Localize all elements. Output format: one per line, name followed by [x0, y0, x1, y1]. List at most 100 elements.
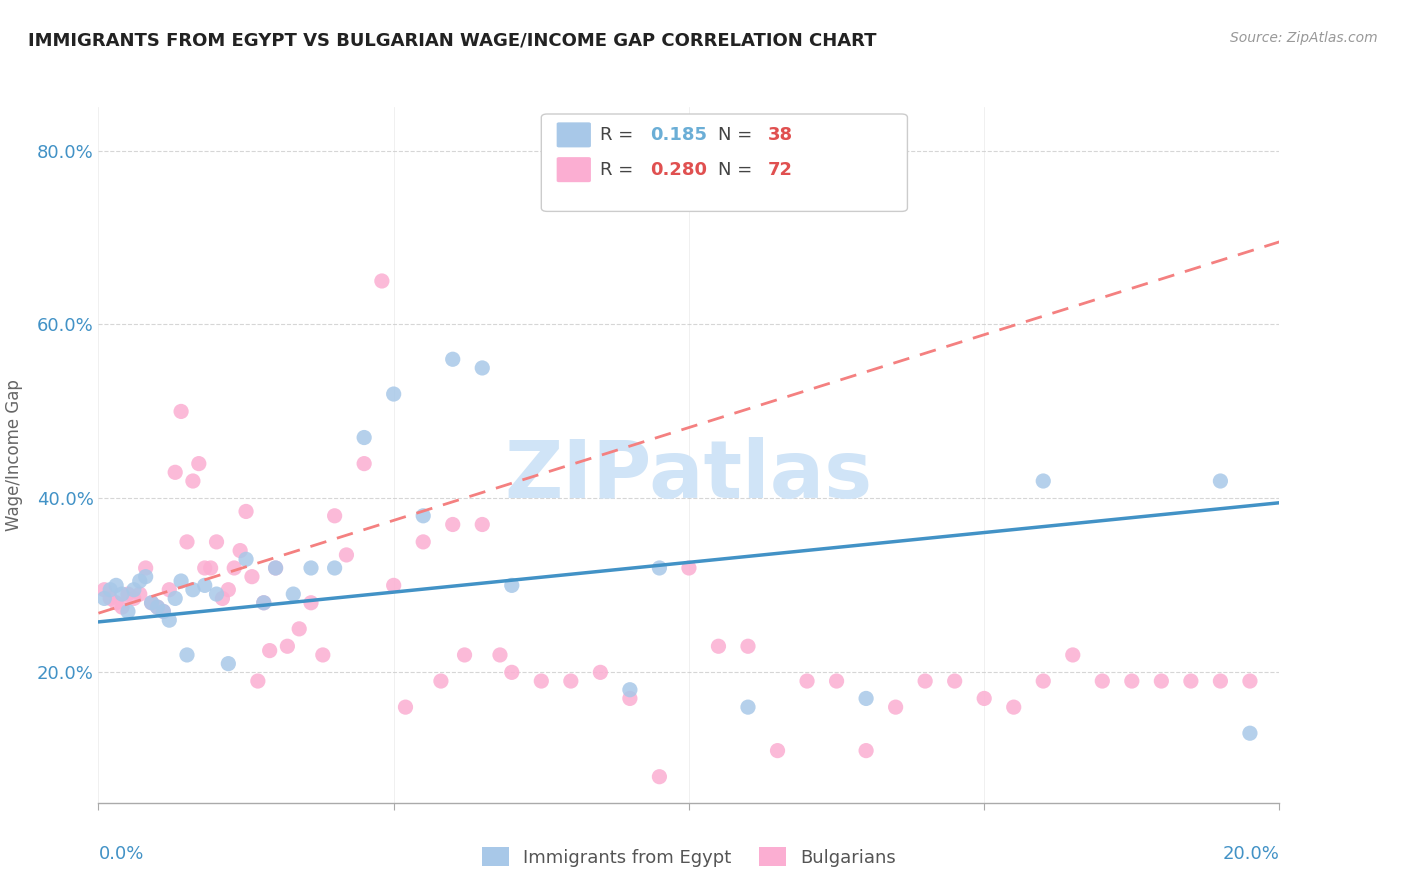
Point [648, 770, 671, 784]
Point [235, 552, 257, 566]
Point [176, 534, 198, 549]
Point [489, 648, 512, 662]
Point [382, 578, 405, 592]
Point [98, 591, 121, 606]
Point [246, 674, 269, 689]
Point [884, 700, 907, 714]
Point [111, 600, 134, 615]
Point [453, 648, 475, 662]
FancyBboxPatch shape [541, 114, 907, 211]
Point [394, 700, 416, 714]
Point [165, 591, 187, 606]
Point [299, 561, 322, 575]
Point [323, 508, 346, 523]
Point [194, 561, 217, 575]
Point [648, 561, 671, 575]
Point [276, 639, 298, 653]
Point [229, 543, 252, 558]
Point [335, 548, 357, 562]
Point [217, 582, 239, 597]
Point [299, 596, 322, 610]
Point [205, 587, 228, 601]
Point [200, 561, 222, 575]
Point [678, 561, 700, 575]
Point [122, 582, 145, 597]
Point [589, 665, 612, 680]
Point [135, 570, 157, 584]
Point [312, 648, 335, 662]
Point [412, 508, 434, 523]
Point [187, 457, 209, 471]
Point [560, 674, 582, 689]
Point [501, 665, 523, 680]
Point [1062, 648, 1084, 662]
Text: 0.185: 0.185 [650, 126, 707, 144]
Text: IMMIGRANTS FROM EGYPT VS BULGARIAN WAGE/INCOME GAP CORRELATION CHART: IMMIGRANTS FROM EGYPT VS BULGARIAN WAGE/… [28, 31, 876, 49]
Text: 20.0%: 20.0% [1223, 845, 1279, 863]
Point [619, 691, 641, 706]
Point [181, 582, 204, 597]
Point [98, 582, 121, 597]
Point [323, 561, 346, 575]
Point [181, 474, 204, 488]
Point [1091, 674, 1114, 689]
Point [117, 605, 139, 619]
Text: Source: ZipAtlas.com: Source: ZipAtlas.com [1230, 31, 1378, 45]
Point [855, 744, 877, 758]
Text: 72: 72 [768, 161, 793, 178]
Point [93, 591, 115, 606]
Point [855, 691, 877, 706]
FancyBboxPatch shape [557, 157, 591, 182]
Point [157, 613, 180, 627]
Point [283, 587, 305, 601]
Point [224, 561, 246, 575]
Point [122, 591, 145, 606]
Point [157, 582, 180, 597]
Point [737, 700, 759, 714]
Point [128, 574, 150, 588]
Point [1121, 674, 1143, 689]
Point [943, 674, 966, 689]
Point [1239, 726, 1261, 740]
Point [152, 605, 174, 619]
Text: R =: R = [600, 161, 640, 178]
Point [1180, 674, 1202, 689]
Point [619, 682, 641, 697]
Point [105, 578, 128, 592]
Point [707, 639, 730, 653]
Point [441, 517, 464, 532]
Point [1209, 674, 1232, 689]
Point [146, 600, 169, 615]
Point [217, 657, 239, 671]
Point [353, 457, 375, 471]
Point [973, 691, 995, 706]
Point [1032, 474, 1054, 488]
Point [253, 596, 276, 610]
Point [93, 582, 115, 597]
Point [253, 596, 276, 610]
Text: 38: 38 [768, 126, 793, 144]
Point [194, 578, 217, 592]
Point [471, 360, 494, 375]
Point [235, 504, 257, 518]
Point [1032, 674, 1054, 689]
Point [501, 578, 523, 592]
Point [371, 274, 394, 288]
Point [1209, 474, 1232, 488]
Point [264, 561, 287, 575]
Text: 0.0%: 0.0% [98, 845, 143, 863]
Point [141, 596, 163, 610]
Point [914, 674, 936, 689]
Text: R =: R = [600, 126, 640, 144]
FancyBboxPatch shape [557, 122, 591, 147]
Text: N =: N = [718, 126, 758, 144]
Point [441, 352, 464, 367]
Text: N =: N = [718, 161, 758, 178]
Y-axis label: Wage/Income Gap: Wage/Income Gap [4, 379, 22, 531]
Point [825, 674, 848, 689]
Point [1150, 674, 1173, 689]
Point [152, 605, 174, 619]
Point [412, 534, 434, 549]
Point [1002, 700, 1025, 714]
Point [737, 639, 759, 653]
